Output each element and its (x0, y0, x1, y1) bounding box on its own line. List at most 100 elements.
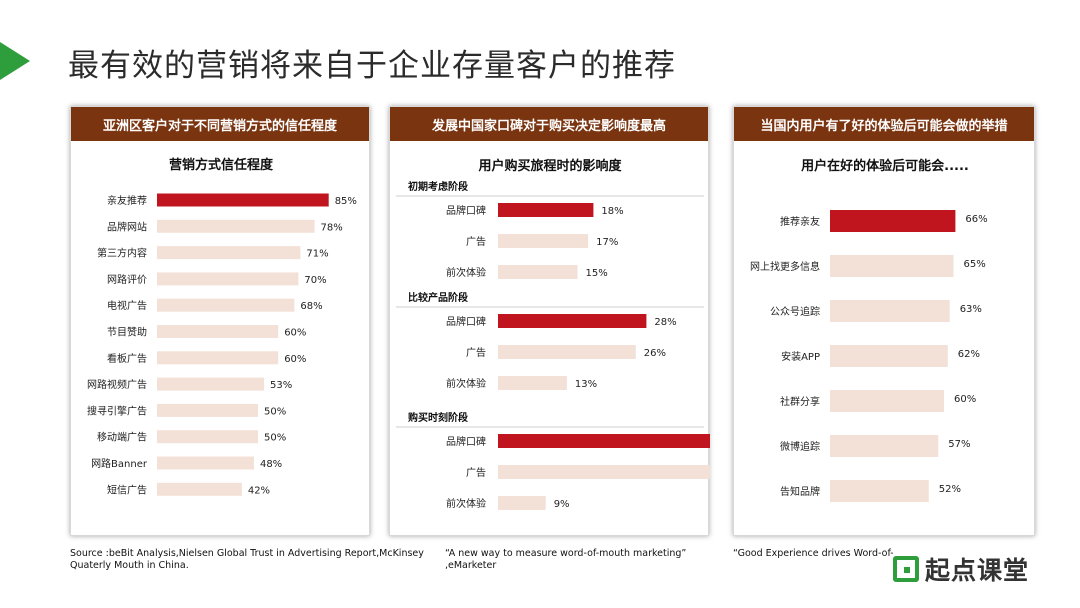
category-label: 告知品牌 (780, 485, 820, 498)
category-label: 微博追踪 (780, 440, 820, 453)
category-label: 看板广告 (107, 352, 147, 365)
experience-bar-chart: 用户在好的体验后可能会..... 推荐亲友 66% 网上找更多信息 65% 公众号追踪 63… (750, 158, 988, 502)
source-note-right: “Good Experience drives Word-of- (733, 548, 893, 559)
value-label: 60% (284, 328, 306, 339)
value-label: 53% (270, 380, 292, 391)
category-label: 节目赞助 (107, 326, 147, 339)
category-label: 电视广告 (107, 299, 147, 312)
bar (498, 314, 647, 328)
chart-title: 用户在好的体验后可能会..... (800, 158, 969, 174)
category-label: 品牌口碑 (446, 435, 486, 448)
category-label: 搜寻引擎广告 (87, 404, 147, 417)
value-label: 42% (248, 485, 270, 496)
value-label: 62% (958, 349, 980, 360)
value-label: 15% (586, 268, 608, 279)
value-label: 18% (601, 206, 623, 217)
category-label: 第三方内容 (97, 247, 147, 260)
value-label: 28% (654, 317, 676, 328)
bar (498, 345, 636, 359)
value-label: 60% (954, 394, 976, 405)
value-label: 68% (300, 301, 322, 312)
green-arrow-icon (0, 42, 30, 80)
category-label: 社群分享 (780, 395, 820, 408)
bar (157, 219, 315, 233)
value-label: 78% (321, 222, 343, 233)
category-label: 广告 (466, 235, 486, 248)
logo-square-icon (893, 556, 919, 582)
category-label: 网上找更多信息 (750, 260, 820, 273)
stage-label: 比较产品阶段 (408, 291, 468, 304)
panel-after-experience: 当国内用户有了好的体验后可能会做的举措 用户在好的体验后可能会..... 推荐亲友… (733, 106, 1035, 536)
bar (157, 193, 329, 207)
value-label: 52% (939, 484, 961, 495)
bar (157, 377, 265, 391)
value-label: 57% (948, 439, 970, 450)
category-label: 广告 (466, 466, 486, 479)
bar (157, 456, 254, 470)
bar (157, 403, 258, 417)
value-label: 65% (964, 259, 986, 270)
category-label: 安装APP (781, 350, 820, 363)
panel-purchase-journey: 发展中国家口碑对于购买决定影响度最高 用户购买旅程时的影响度 初期考虑阶段品牌口碑… (389, 106, 710, 536)
category-label: 前次体验 (446, 266, 486, 279)
logo-text: 起点课堂 (925, 556, 1030, 585)
stage-label: 初期考虑阶段 (408, 180, 468, 193)
bar (830, 390, 944, 412)
category-label: 网路Banner (91, 457, 148, 470)
value-label: 13% (575, 379, 597, 390)
chart-title: 用户购买旅程时的影响度 (477, 158, 622, 174)
value-label: 50% (264, 433, 286, 444)
page-title: 最有效的营销将来自于企业存量客户的推荐 (68, 48, 676, 84)
brand-logo: 起点课堂 (893, 552, 1029, 586)
chart-title: 营销方式信任程度 (169, 157, 274, 173)
bar (830, 480, 929, 502)
panel-header: 当国内用户有了好的体验后可能会做的举措 (734, 107, 1034, 141)
value-label: 48% (260, 459, 282, 470)
bar (498, 234, 589, 248)
stage-label: 购买时刻阶段 (408, 411, 468, 424)
bar (830, 255, 954, 277)
category-label: 品牌口碑 (446, 315, 486, 328)
bar (157, 482, 242, 496)
source-note-left: Source :beBit Analysis,Nielsen Global Tr… (70, 548, 424, 571)
bar (157, 430, 258, 444)
category-label: 网路视频广告 (87, 378, 147, 391)
value-label: 26% (644, 348, 666, 359)
bar (830, 345, 948, 367)
category-label: 网路评价 (107, 273, 147, 286)
bar (157, 246, 301, 260)
value-label: 66% (965, 214, 987, 225)
panel-header: 亚洲区客户对于不同营销方式的信任程度 (71, 107, 369, 141)
bar (157, 272, 299, 286)
bar (830, 210, 956, 232)
category-label: 前次体验 (446, 497, 486, 510)
bar (498, 496, 546, 510)
category-label: 推荐亲友 (780, 215, 820, 228)
value-label: 63% (960, 304, 982, 315)
bar (830, 300, 950, 322)
category-label: 品牌网站 (107, 220, 147, 233)
category-label: 公众号追踪 (770, 305, 820, 318)
value-label: 70% (304, 275, 326, 286)
value-label: 17% (596, 237, 618, 248)
source-note-middle: “A new way to measure word-of-mouth mark… (445, 548, 687, 571)
panel-trust-by-marketing: 亚洲区客户对于不同营销方式的信任程度 营销方式信任程度 亲友推荐 85% 品牌网站 78… (70, 106, 370, 536)
category-label: 短信广告 (107, 483, 147, 496)
category-label: 移动端广告 (97, 431, 147, 444)
bar (498, 465, 710, 479)
bar (830, 435, 939, 457)
category-label: 广告 (466, 346, 486, 359)
bar (498, 434, 710, 448)
category-label: 亲友推荐 (107, 194, 147, 207)
bar (157, 325, 279, 338)
value-label: 60% (284, 354, 306, 365)
bar (157, 351, 279, 365)
panel-header: 发展中国家口碑对于购买决定影响度最高 (390, 107, 708, 141)
bar (498, 203, 594, 217)
value-label: 50% (264, 406, 286, 417)
bar (498, 265, 578, 279)
value-label: 9% (554, 499, 570, 510)
category-label: 品牌口碑 (446, 204, 486, 217)
